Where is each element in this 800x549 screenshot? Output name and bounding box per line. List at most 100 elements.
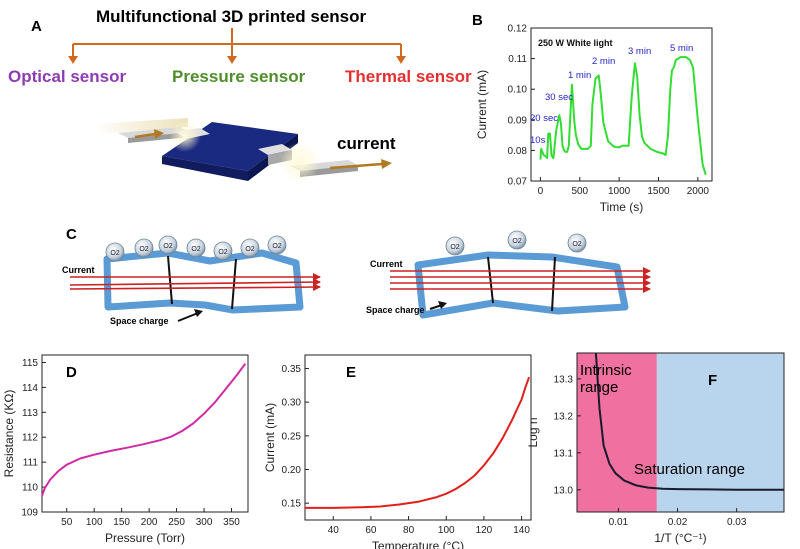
chart-e: 40 60 80 100 120 140 0.15 0.20 0.25 0.30 0.35 Tempe… [265, 354, 532, 549]
x-tick-label: 200 [141, 517, 158, 528]
x-tick-label: 100 [86, 517, 103, 528]
current-label-right: Current [370, 259, 403, 269]
x-axis-label: 1/T (°C⁻¹) [654, 531, 706, 545]
y-tick-label: 0.07 [508, 177, 528, 188]
space-charge-arrow [177, 312, 199, 322]
y-tick-label: 114 [22, 383, 38, 394]
y-tick-label: 0.35 [282, 364, 302, 375]
space-charge-label-left: Space charge [110, 316, 169, 326]
x-tick-label: 80 [403, 525, 415, 536]
arrow-right-icon [381, 159, 392, 169]
arrow-icon [438, 301, 447, 309]
x-axis-label: Time (s) [600, 200, 644, 214]
arrow-icon [194, 309, 203, 317]
chart-d: 50 100 150 200 250 300 350 109 110 111 112 113 114 11… [2, 354, 249, 545]
y-tick-label: 0.30 [282, 398, 302, 409]
series-line [41, 363, 247, 497]
space-charge-label-right: Space charge [366, 305, 425, 315]
panel-a-title: Multifunctional 3D printed sensor [96, 7, 367, 26]
y-tick-label: 0.11 [508, 54, 527, 65]
thermal-sensor-label: Thermal sensor [345, 67, 472, 86]
glow-left [169, 120, 201, 152]
oxygen-molecule-icon [186, 238, 206, 258]
panel-c-letter: C [66, 226, 77, 243]
chart-f: 0.01 0.02 0.03 13.0 13.1 13.2 13.3 1/T (°C⁻¹) Lo… [526, 352, 785, 545]
plot-frame [41, 354, 249, 513]
intrinsic-label-line1: Intrinsic [580, 362, 632, 379]
plot-frame [530, 27, 713, 182]
arrow-right-icon [154, 129, 164, 139]
panel-f-letter: F [708, 372, 718, 389]
x-tick-label: 50 [61, 517, 73, 528]
panel-a-letter: A [31, 18, 42, 35]
arrow-down-icon [227, 56, 237, 64]
oxygen-label: O2 [450, 244, 459, 251]
oxygen-molecule-icon [267, 235, 287, 255]
current-label-left: Current [62, 265, 95, 275]
series-line [539, 56, 707, 176]
arrow-down-icon [396, 56, 406, 64]
panel-e-letter: E [346, 364, 357, 381]
y-tick-label: 0.09 [508, 115, 528, 126]
y-tick-label: 0.25 [282, 431, 302, 442]
panel-a-diagram [68, 28, 406, 182]
pulse-label: 5 min [670, 43, 693, 54]
grain-boundary [167, 255, 173, 305]
x-tick-label: 500 [571, 186, 588, 197]
chart-b: 0 500 1000 1500 2000 0.07 0.08 0.09 0.10 0.11 0.12… [475, 24, 713, 214]
x-tick-label: 150 [113, 517, 130, 528]
oxygen-label: O2 [139, 246, 148, 253]
oxygen-molecule-icon [507, 230, 527, 250]
light-annotation: 250 W White light [538, 38, 613, 48]
y-tick-label: 113 [22, 408, 38, 419]
oxygen-molecule-icon [240, 238, 260, 258]
oxygen-label: O2 [272, 243, 281, 250]
pulse-label: 2 min [592, 56, 615, 67]
x-axis-label: Temperature (°C) [372, 539, 464, 549]
x-tick-label: 0.01 [609, 517, 629, 528]
oxygen-molecule-icon [105, 242, 125, 262]
plot-frame [576, 352, 785, 513]
x-tick-label: 100 [438, 525, 455, 536]
y-tick-label: 110 [22, 483, 38, 494]
oxygen-molecule-icon [158, 235, 178, 255]
light-beam [95, 118, 188, 134]
series-line [305, 376, 531, 509]
x-tick-label: 60 [365, 525, 377, 536]
panel-d-letter: D [66, 364, 77, 381]
x-tick-label: 1500 [647, 186, 670, 197]
saturation-range-label: Saturation range [634, 461, 745, 478]
grain-boundary [231, 258, 237, 310]
oxygen-molecule-icon [567, 233, 587, 253]
y-tick-label: 112 [22, 433, 38, 444]
oxygen-label: O2 [218, 249, 227, 256]
oxygen-label: O2 [191, 246, 200, 253]
current-label: current [337, 134, 396, 153]
pulse-label: 20 sec [530, 113, 558, 124]
x-tick-label: 1000 [608, 186, 631, 197]
oxygen-label: O2 [512, 238, 521, 245]
x-tick-label: 300 [196, 517, 213, 528]
y-tick-label: 0.10 [508, 85, 528, 96]
x-tick-label: 0.03 [727, 517, 747, 528]
grain-boundary [487, 256, 494, 304]
panel-c-diagram: O2 O2 O2 O2 O2 O2 O2 O2 O2 O2 Current Current Spa… [62, 230, 651, 326]
y-tick-label: 109 [21, 508, 38, 519]
oxygen-label: O2 [163, 243, 172, 250]
panel-b-letter: B [472, 12, 483, 29]
intrinsic-range-label: Intrinsic range [580, 362, 632, 396]
current-line [69, 278, 321, 287]
y-tick-label: 13.1 [554, 448, 574, 459]
x-tick-label: 120 [476, 525, 493, 536]
y-tick-label: 0.15 [282, 499, 302, 510]
oxygen-molecule-icon [445, 236, 465, 256]
y-tick-label: 13.0 [554, 485, 574, 496]
contact-pad-right [258, 144, 292, 155]
x-tick-label: 250 [168, 517, 185, 528]
pulse-label: 30 sec [545, 92, 573, 103]
saturation-range-band [656, 353, 784, 512]
pulse-label: 3 min [628, 46, 651, 57]
y-tick-label: 111 [23, 458, 39, 469]
grain-chain-right [414, 251, 629, 319]
pressure-sensor-label: Pressure sensor [172, 67, 306, 86]
